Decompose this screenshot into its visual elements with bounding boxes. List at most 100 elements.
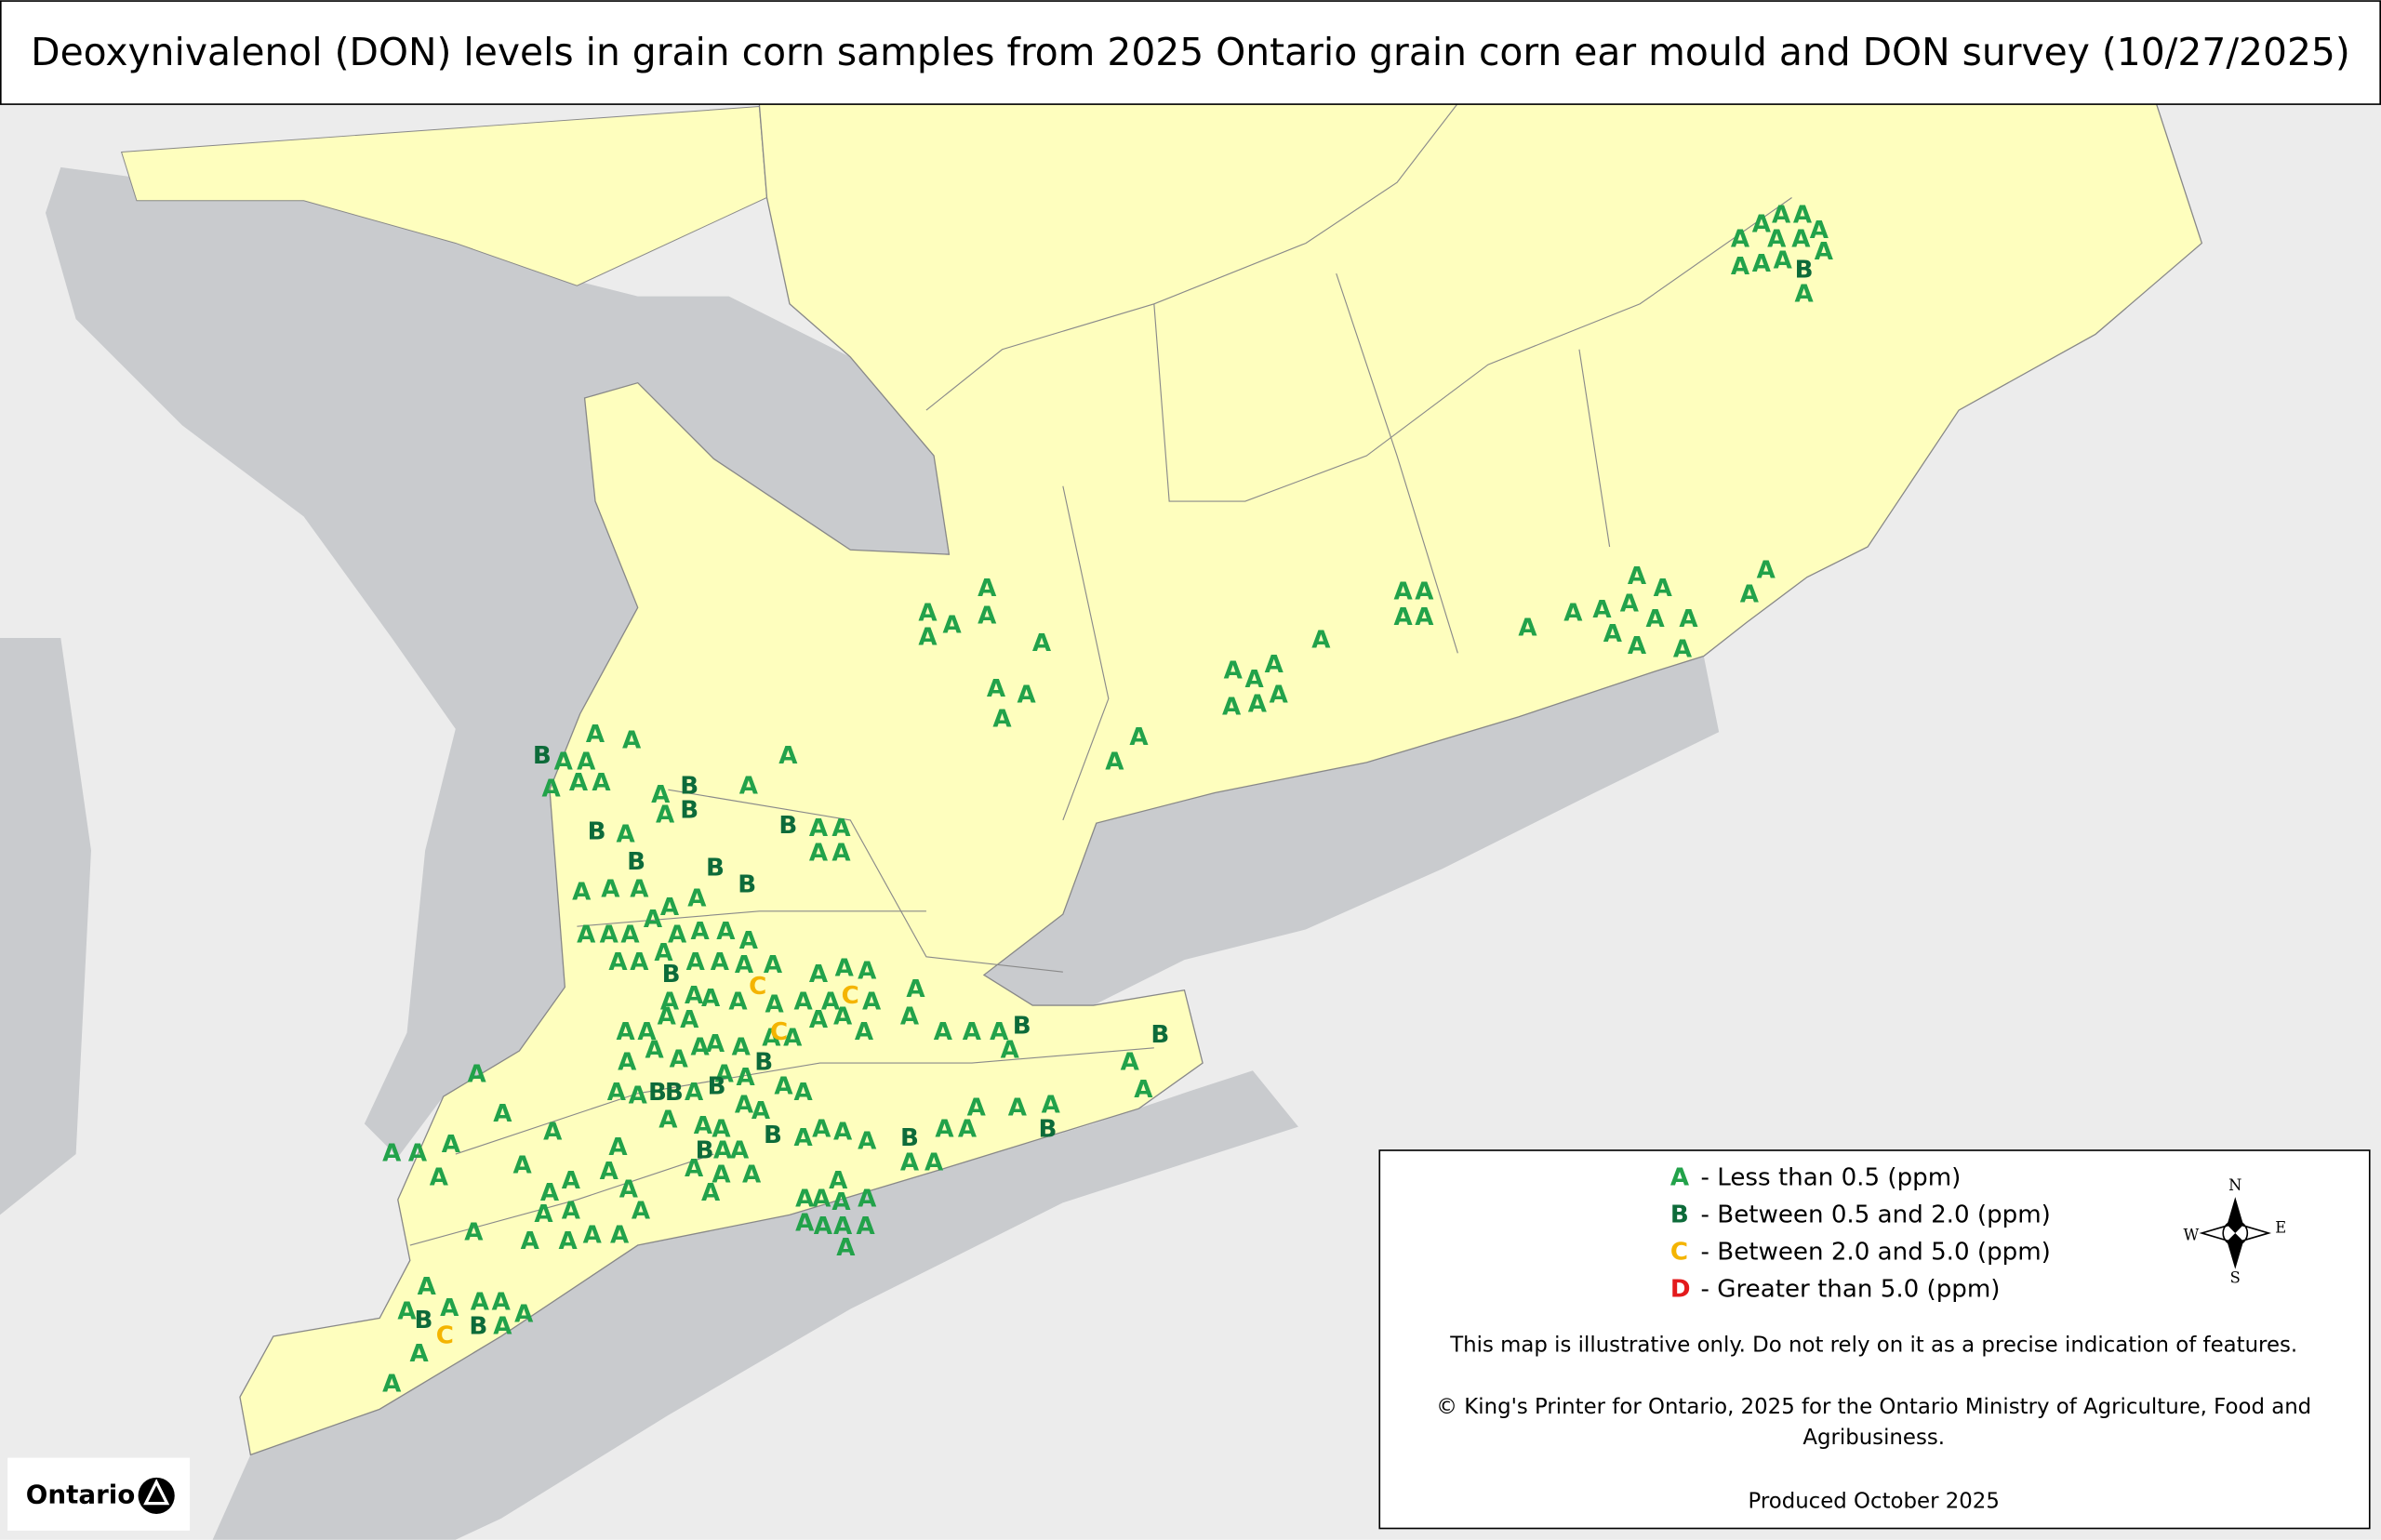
grade-marker: A — [1563, 599, 1583, 627]
grade-marker: A — [660, 988, 680, 1016]
grade-marker: A — [1774, 247, 1793, 275]
grade-marker: A — [739, 927, 759, 955]
compass: N E S W — [2184, 1176, 2287, 1287]
grade-marker: A — [464, 1218, 484, 1246]
grade-marker: A — [906, 976, 925, 1003]
grade-marker: A — [1248, 690, 1268, 718]
grade-marker: A — [809, 961, 829, 989]
grade-marker: A — [1121, 1049, 1140, 1077]
grade-marker: C — [770, 1018, 788, 1046]
grade-marker: A — [651, 781, 671, 809]
grade-marker: A — [783, 1024, 803, 1052]
lake-ontario — [983, 656, 1720, 1006]
grade-marker: A — [1645, 605, 1665, 633]
grade-marker: A — [765, 991, 785, 1019]
grade-marker: A — [601, 875, 620, 903]
legend-label: - Greater than 5.0 (ppm) — [1701, 1276, 2001, 1304]
title-bar — [0, 0, 2381, 105]
grade-marker: A — [1815, 238, 1834, 266]
grade-marker: A — [471, 1289, 490, 1317]
grade-marker: A — [1679, 605, 1698, 633]
grade-marker: B — [708, 1073, 726, 1101]
grade-marker: A — [1244, 666, 1264, 694]
grade-marker: A — [716, 918, 736, 946]
grade-marker: A — [542, 776, 562, 803]
grade-marker: A — [829, 1167, 848, 1195]
grade-marker: A — [514, 1301, 534, 1329]
grade-marker: A — [1222, 694, 1242, 722]
grade-marker: A — [1018, 681, 1037, 709]
grade-marker: A — [572, 879, 592, 907]
grade-marker: A — [1311, 627, 1331, 655]
grade-marker: A — [685, 1079, 704, 1107]
grade-marker: A — [1791, 226, 1811, 254]
grade-marker: A — [540, 1179, 560, 1207]
grade-marker: A — [1105, 748, 1124, 776]
grade-marker: A — [1628, 632, 1647, 660]
grade-marker: A — [600, 1158, 619, 1186]
grade-marker: A — [1129, 724, 1149, 751]
grade-marker: A — [835, 954, 855, 982]
grade-marker: A — [637, 1018, 657, 1046]
grade-marker: A — [562, 1198, 581, 1226]
grade-marker: A — [654, 939, 673, 967]
grade-marker: A — [607, 1079, 627, 1107]
grade-marker: A — [543, 1119, 563, 1147]
grade-marker: A — [610, 1222, 630, 1250]
legend-grade: A — [1670, 1164, 1690, 1192]
grade-marker: A — [934, 1018, 953, 1046]
grade-marker: A — [1794, 280, 1814, 308]
grade-marker: A — [833, 1213, 853, 1241]
legend-grade: B — [1670, 1201, 1689, 1229]
grade-marker: A — [831, 815, 851, 843]
grade-marker: A — [1265, 651, 1284, 679]
grade-marker: A — [739, 772, 759, 800]
legend-grade: C — [1670, 1239, 1688, 1267]
grade-marker: A — [924, 1148, 944, 1176]
grade-marker: A — [918, 623, 938, 651]
grade-marker: B — [415, 1307, 433, 1334]
grade-marker: A — [992, 706, 1012, 734]
lake-huron — [45, 166, 950, 1158]
grade-marker: A — [629, 1082, 648, 1110]
disclaimer: This map is illustrative only. Do not re… — [1449, 1333, 2297, 1357]
grade-marker: A — [1793, 202, 1813, 230]
grade-marker: A — [630, 949, 649, 976]
grade-marker: A — [836, 1234, 856, 1262]
grade-marker: A — [742, 1161, 762, 1188]
grade-marker: A — [814, 1213, 833, 1241]
grade-marker: A — [468, 1061, 487, 1089]
grade-marker: A — [858, 1128, 877, 1156]
logo-text: Ontario — [26, 1479, 136, 1509]
grade-marker: A — [534, 1201, 553, 1228]
grade-marker: A — [732, 1033, 752, 1061]
grade-marker: A — [493, 1313, 512, 1341]
grade-marker: A — [685, 1155, 704, 1183]
grade-marker: A — [562, 1167, 581, 1195]
grade-marker: B — [696, 1136, 714, 1164]
grade-marker: A — [622, 726, 642, 754]
grade-marker: A — [1224, 657, 1244, 684]
grade-marker: A — [577, 748, 596, 776]
grade-marker: A — [737, 1064, 756, 1092]
grade-marker: A — [408, 1140, 428, 1168]
legend-label: - Less than 0.5 (ppm) — [1701, 1164, 1962, 1192]
grade-marker: A — [1757, 557, 1776, 585]
grade-marker: A — [1603, 620, 1623, 648]
grade-marker: A — [1620, 591, 1640, 618]
grade-marker: A — [1731, 253, 1750, 281]
grade-marker: A — [1008, 1095, 1028, 1122]
grade-marker: A — [762, 1024, 781, 1052]
grade-marker: A — [592, 769, 611, 797]
grade-marker: A — [831, 839, 851, 867]
grade-marker: A — [583, 1222, 603, 1250]
grade-marker: A — [812, 1186, 831, 1214]
grade-marker: A — [658, 1107, 678, 1135]
grade-marker: A — [1393, 578, 1413, 605]
grade-marker: A — [978, 603, 997, 631]
grade-marker: A — [1731, 226, 1750, 254]
grade-marker: A — [608, 1134, 628, 1162]
map-title: Deoxynivalenol (DON) levels in grain cor… — [31, 30, 2350, 74]
grade-marker: A — [618, 1049, 637, 1077]
grade-marker: A — [735, 1091, 754, 1119]
